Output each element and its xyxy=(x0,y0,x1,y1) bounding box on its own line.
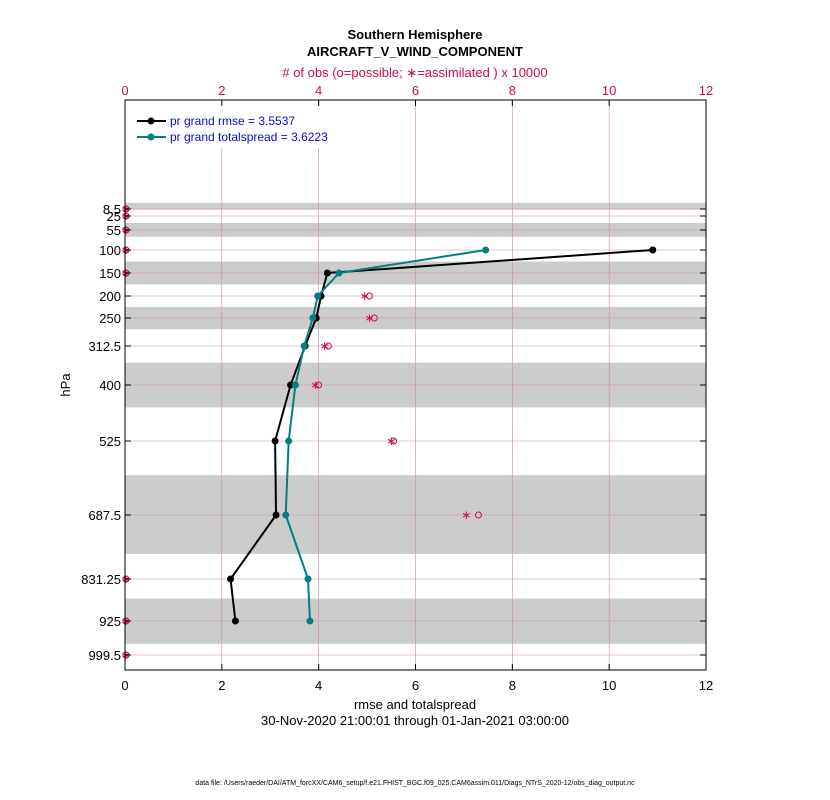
top-tick-label-0: 0 xyxy=(121,83,128,98)
series-1-point-2 xyxy=(314,292,322,300)
y-tick-label-0: 8.5 xyxy=(103,202,121,217)
series-1-point-6 xyxy=(285,437,293,445)
x-tick-label-2: 4 xyxy=(315,678,322,693)
grid-lines xyxy=(125,100,706,670)
x-axis-label: rmse and totalspread xyxy=(354,697,476,712)
obs-possible-10 xyxy=(474,511,482,519)
obs-assimilated-7: ∗ xyxy=(319,339,329,353)
x-tick-label-4: 8 xyxy=(509,678,516,693)
obs-possible-7 xyxy=(324,342,332,350)
series-1-point-3 xyxy=(309,314,317,322)
top-axis-label: # of obs (o=possible; ∗=assimilated ) x … xyxy=(282,65,547,80)
x-tick-label-1: 2 xyxy=(218,678,225,693)
legend-entry-spread: pr grand totalspread = 3.6223 xyxy=(170,130,328,144)
legend-marker-rmse xyxy=(147,117,155,125)
series-1-point-5 xyxy=(291,381,299,389)
x-tick-label-5: 10 xyxy=(602,678,616,693)
chart-subtitle: AIRCRAFT_V_WIND_COMPONENT xyxy=(307,44,523,59)
top-tick-label-4: 8 xyxy=(509,83,516,98)
obs-assimilated-6: ∗ xyxy=(364,311,374,325)
series-0-point-7 xyxy=(272,511,280,519)
series-lines xyxy=(227,246,657,625)
series-1-point-8 xyxy=(304,575,312,583)
x-tick-label-0: 0 xyxy=(121,678,128,693)
series-1-point-4 xyxy=(300,342,308,350)
legend-entry-rmse: pr grand rmse = 3.5537 xyxy=(170,114,295,128)
series-0-point-8 xyxy=(227,575,235,583)
y-tick-label-10: 687.5 xyxy=(88,508,121,523)
chart-title: Southern Hemisphere xyxy=(347,27,482,42)
top-tick-label-2: 4 xyxy=(315,83,322,98)
top-tick-label-5: 10 xyxy=(602,83,616,98)
x-tick-label-6: 12 xyxy=(699,678,713,693)
y-tick-label-5: 200 xyxy=(99,289,121,304)
obs-possible-9 xyxy=(390,437,398,445)
y-tick-label-7: 312.5 xyxy=(88,339,121,354)
series-1-point-7 xyxy=(282,511,290,519)
y-tick-label-8: 400 xyxy=(99,378,121,393)
y-tick-label-9: 525 xyxy=(99,434,121,449)
y-tick-label-11: 831.25 xyxy=(81,572,121,587)
series-0-point-1 xyxy=(323,269,331,277)
series-1-point-1 xyxy=(335,269,343,277)
obs-assimilated-8: ∗ xyxy=(310,378,320,392)
y-axis-label: hPa xyxy=(58,373,73,397)
y-tick-label-4: 150 xyxy=(99,266,121,281)
y-tick-label-3: 100 xyxy=(99,243,121,258)
top-tick-label-3: 6 xyxy=(412,83,419,98)
obs-assimilated-10: ∗ xyxy=(461,508,471,522)
legend: pr grand rmse = 3.5537 pr grand totalspr… xyxy=(131,106,343,148)
series-0-point-6 xyxy=(271,437,279,445)
series-line-1 xyxy=(284,249,486,622)
top-tick-label-6: 12 xyxy=(699,83,713,98)
x-tick-label-3: 6 xyxy=(412,678,419,693)
series-0-point-9 xyxy=(231,617,239,625)
obs-assimilated-9: ∗ xyxy=(386,434,396,448)
date-range: 30-Nov-2020 21:00:01 through 01-Jan-2021… xyxy=(261,713,569,728)
y-tick-label-1: 25 xyxy=(107,209,121,224)
obs-possible-6 xyxy=(370,314,378,322)
y-tick-label-2: 55 xyxy=(107,223,121,238)
obs-possible-8 xyxy=(315,381,323,389)
y-tick-label-13: 999.5 xyxy=(88,648,121,663)
series-1-point-9 xyxy=(306,617,314,625)
series-0-point-5 xyxy=(287,381,295,389)
top-tick-label-1: 2 xyxy=(218,83,225,98)
series-line-0 xyxy=(229,249,653,622)
x-axis-ticks: 0 2 4 6 8 10 12 xyxy=(121,664,713,693)
y-tick-label-6: 250 xyxy=(99,311,121,326)
legend-marker-spread xyxy=(147,133,155,141)
top-axis-ticks: 0 2 4 6 8 10 12 xyxy=(121,83,713,106)
series-1-point-0 xyxy=(482,246,490,254)
data-file-footer: data file: /Users/raeder/DAI/ATM_forcXX/… xyxy=(195,780,635,787)
series-0-point-0 xyxy=(649,246,657,254)
obs-possible-5 xyxy=(366,292,374,300)
y-tick-label-12: 925 xyxy=(99,614,121,629)
obs-assimilated-5: ∗ xyxy=(360,289,370,303)
legend-box xyxy=(131,106,343,148)
